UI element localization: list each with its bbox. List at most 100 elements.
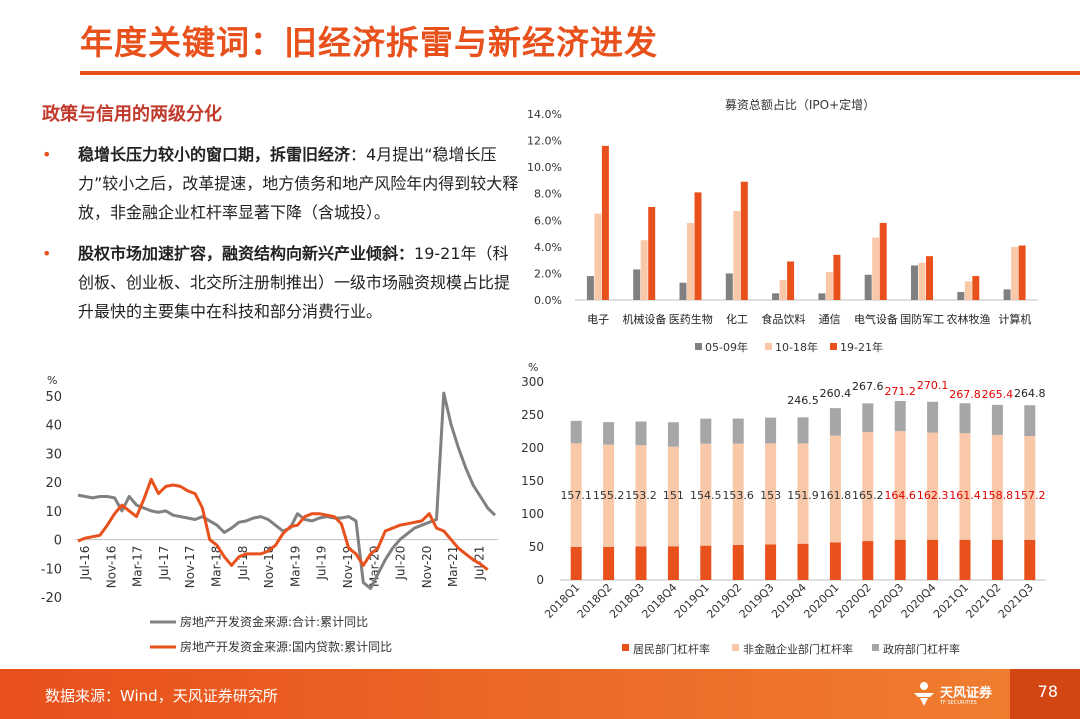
- x-tick-label: 2021Q1: [931, 581, 971, 621]
- total-label: 271.2: [884, 385, 916, 398]
- bar: [964, 281, 972, 300]
- y-unit-label: %: [47, 374, 57, 387]
- y-tick-label: 0: [536, 573, 544, 587]
- data-label: 157.2: [1014, 489, 1046, 502]
- x-tick-label: 2020Q2: [834, 581, 874, 621]
- y-tick-label: 150: [521, 474, 544, 488]
- x-tick-label: 2019Q1: [672, 581, 712, 621]
- legend-label: 非金融企业部门杠杆率: [743, 642, 853, 656]
- data-label: 161.8: [820, 489, 852, 502]
- bullet-dot-icon: •: [42, 145, 52, 164]
- y-tick-label: 100: [521, 507, 544, 521]
- bullet-text: 稳增长压力较小的窗口期，拆雷旧经济：4月提出“稳增长压力”较小之后，改革提速，地…: [78, 140, 522, 227]
- x-tick-label: 2020Q4: [899, 581, 939, 621]
- x-tick-label: Nov-20: [420, 546, 434, 589]
- footer-bar: 数据来源：Wind，天风证券研究所 天风证券 TF SECURITIES 78: [0, 669, 1080, 719]
- y-tick-label: -20: [41, 591, 62, 606]
- x-tick-label: Jul-19: [315, 546, 329, 581]
- y-tick-label: 8.0%: [534, 188, 562, 201]
- x-tick-label: 2019Q4: [769, 581, 809, 621]
- bar: [918, 262, 926, 300]
- tf-logo-icon: [914, 682, 934, 706]
- bar-segment: [667, 546, 679, 580]
- bar: [648, 207, 656, 300]
- bar-segment: [570, 547, 582, 580]
- total-label: 260.4: [820, 387, 852, 400]
- y-tick-label: 6.0%: [534, 214, 562, 227]
- x-tick-label: 2021Q2: [963, 581, 1003, 621]
- data-label: 155.2: [593, 489, 625, 502]
- bar-segment: [829, 408, 841, 436]
- x-tick-label: 机械设备: [622, 312, 666, 326]
- bar-segment: [862, 432, 874, 542]
- legend-label: 居民部门杠杆率: [633, 642, 710, 656]
- y-tick-label: 2.0%: [534, 267, 562, 280]
- bar-segment: [603, 547, 615, 580]
- y-tick-label: 300: [521, 375, 544, 389]
- x-tick-label: 2018Q3: [607, 581, 647, 621]
- company-logo: 天风证券 TF SECURITIES: [912, 679, 992, 711]
- x-tick-label: 国防军工: [900, 312, 944, 326]
- bar-segment: [732, 443, 744, 546]
- bar-segment: [829, 542, 841, 580]
- x-tick-label: 通信: [819, 313, 841, 326]
- x-tick-label: 2018Q1: [542, 581, 582, 621]
- data-label: 165.2: [852, 489, 884, 502]
- legend-swatch: [872, 644, 879, 651]
- y-tick-label: 4.0%: [534, 241, 562, 254]
- bar: [694, 192, 702, 300]
- x-tick-label: Mar-17: [131, 546, 145, 587]
- legend-label: 19-21年: [840, 340, 883, 354]
- total-label: 264.8: [1014, 387, 1046, 400]
- bar: [872, 237, 880, 300]
- x-tick-label: 农林牧渔: [947, 312, 991, 326]
- bullet-item: • 股权市场加速扩容，融资结构向新兴产业倾斜：19-21年（科创板、创业板、北交…: [42, 239, 522, 326]
- bar: [864, 274, 872, 300]
- page-number: 78: [1010, 669, 1080, 719]
- x-tick-label: 2018Q2: [575, 581, 615, 621]
- bar: [594, 213, 602, 300]
- bullet-body: 19-21年（科创板、创业板、北交所注册制推出）一级市场融资规模占比提升最快的主…: [78, 244, 511, 321]
- data-label: 153.2: [625, 489, 657, 502]
- bullet-text: 股权市场加速扩容，融资结构向新兴产业倾斜：19-21年（科创板、创业板、北交所注…: [78, 239, 522, 326]
- x-tick-label: 医药生物: [669, 312, 713, 326]
- data-label: 157.1: [560, 489, 592, 502]
- x-tick-label: Nov-16: [104, 546, 118, 589]
- y-tick-label: 50: [529, 540, 544, 554]
- y-tick-label: 30: [45, 447, 62, 462]
- y-tick-label: 0.0%: [534, 294, 562, 307]
- legend-label: 05-09年: [705, 340, 748, 354]
- bar: [1003, 289, 1011, 300]
- legend-swatch: [695, 343, 702, 350]
- bar-segment: [1024, 435, 1036, 540]
- y-tick-label: -10: [41, 562, 62, 577]
- data-label: 154.5: [690, 489, 722, 502]
- bar-segment: [894, 539, 906, 580]
- bar: [1018, 245, 1026, 300]
- page-title: 年度关键词：旧经济拆雷与新经济进发: [80, 23, 658, 62]
- y-tick-label: 14.0%: [527, 108, 562, 121]
- y-tick-label: 200: [521, 441, 544, 455]
- bullet-bold: 股权市场加速扩容，融资结构向新兴产业倾斜：: [78, 244, 415, 263]
- bar-segment: [1024, 539, 1036, 580]
- y-tick-label: 20: [45, 476, 62, 491]
- bar-segment: [959, 433, 971, 540]
- bar: [740, 181, 748, 300]
- x-tick-label: Nov-19: [341, 546, 355, 589]
- bar-segment: [700, 443, 712, 546]
- bar: [879, 222, 887, 300]
- x-tick-label: Jul-16: [78, 546, 92, 581]
- data-label: 153: [760, 489, 781, 502]
- y-tick-label: 250: [521, 408, 544, 422]
- x-tick-label: 2018Q4: [639, 581, 679, 621]
- bar: [779, 280, 787, 300]
- bullet-bold: 稳增长压力较小的窗口期，拆雷旧经济: [78, 145, 351, 164]
- legend-swatch: [830, 343, 837, 350]
- fundraising-share-chart: 募资总额占比（IPO+定增） 0.0% 2.0% 4.0% 6.0% 8.0% 10.0% 1…: [527, 97, 1038, 354]
- legend-swatch: [622, 644, 629, 651]
- bar: [633, 269, 641, 300]
- bar: [787, 261, 795, 300]
- bar: [586, 276, 594, 300]
- legend-label: 房地产开发资金来源:合计:累计同比: [180, 614, 368, 629]
- bar: [679, 282, 687, 300]
